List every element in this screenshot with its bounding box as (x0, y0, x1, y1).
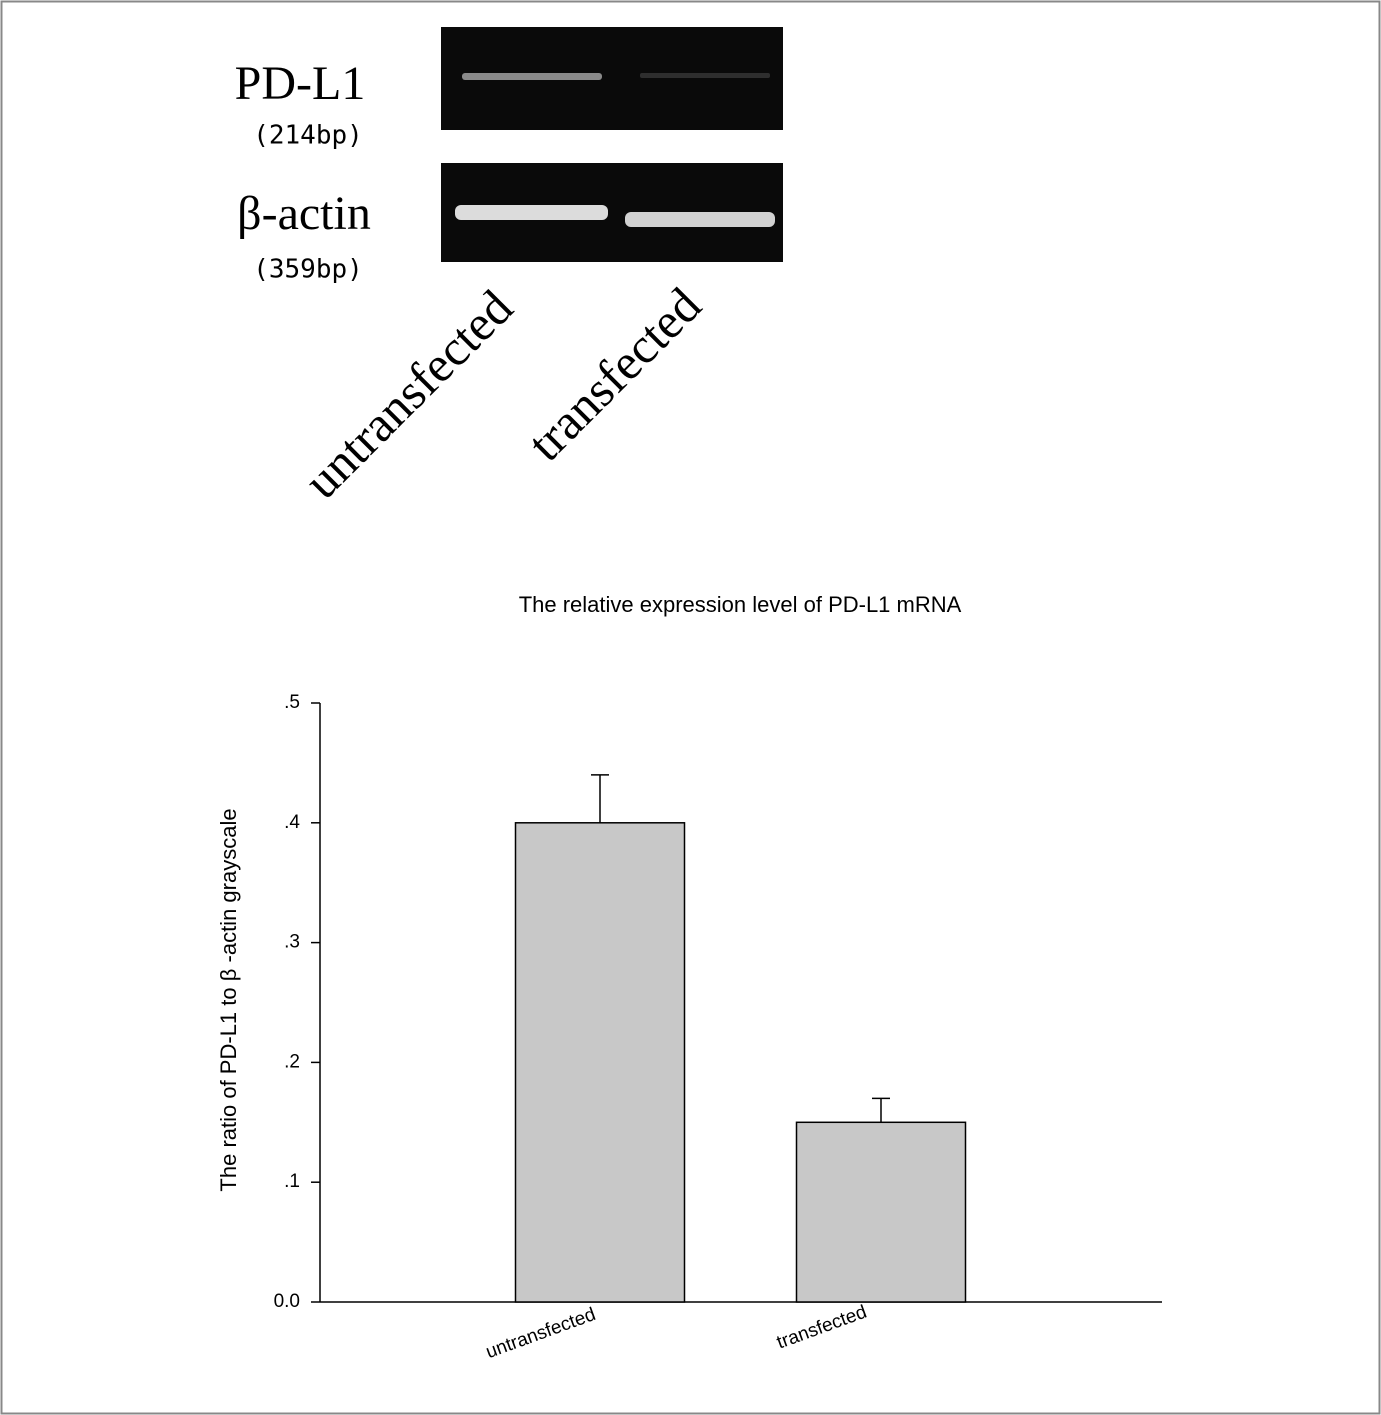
y-axis-label: The ratio of PD-L1 to β -actin grayscale (216, 808, 241, 1191)
gel-lane-label: untransfected (293, 279, 523, 509)
y-tick-label: .1 (284, 1171, 300, 1192)
gel-lane-label: transfected (517, 277, 712, 472)
chart-title: The relative expression level of PD-L1 m… (519, 592, 962, 617)
y-tick-label: .3 (284, 932, 300, 953)
gel-image (441, 27, 783, 262)
error-bar (872, 1098, 890, 1122)
bar (516, 823, 685, 1302)
gel-row-size: (214bp) (253, 121, 363, 151)
error-bar (591, 775, 609, 823)
y-tick-label: .4 (284, 812, 300, 833)
y-tick-label: 0.0 (274, 1291, 300, 1312)
y-tick-label: .5 (284, 692, 300, 713)
y-tick-label: .2 (284, 1051, 300, 1072)
gel-row-size: (359bp) (253, 255, 363, 285)
gel-row-label: β-actin (237, 187, 371, 240)
bar (797, 1122, 966, 1302)
figure: PD-L1 (214bp) β-actin (359bp) untransfec… (0, 0, 1381, 1415)
x-tick-label: untransfected (483, 1304, 598, 1363)
x-tick-label: transfected (774, 1302, 870, 1354)
gel-row-label: PD-L1 (235, 57, 366, 110)
